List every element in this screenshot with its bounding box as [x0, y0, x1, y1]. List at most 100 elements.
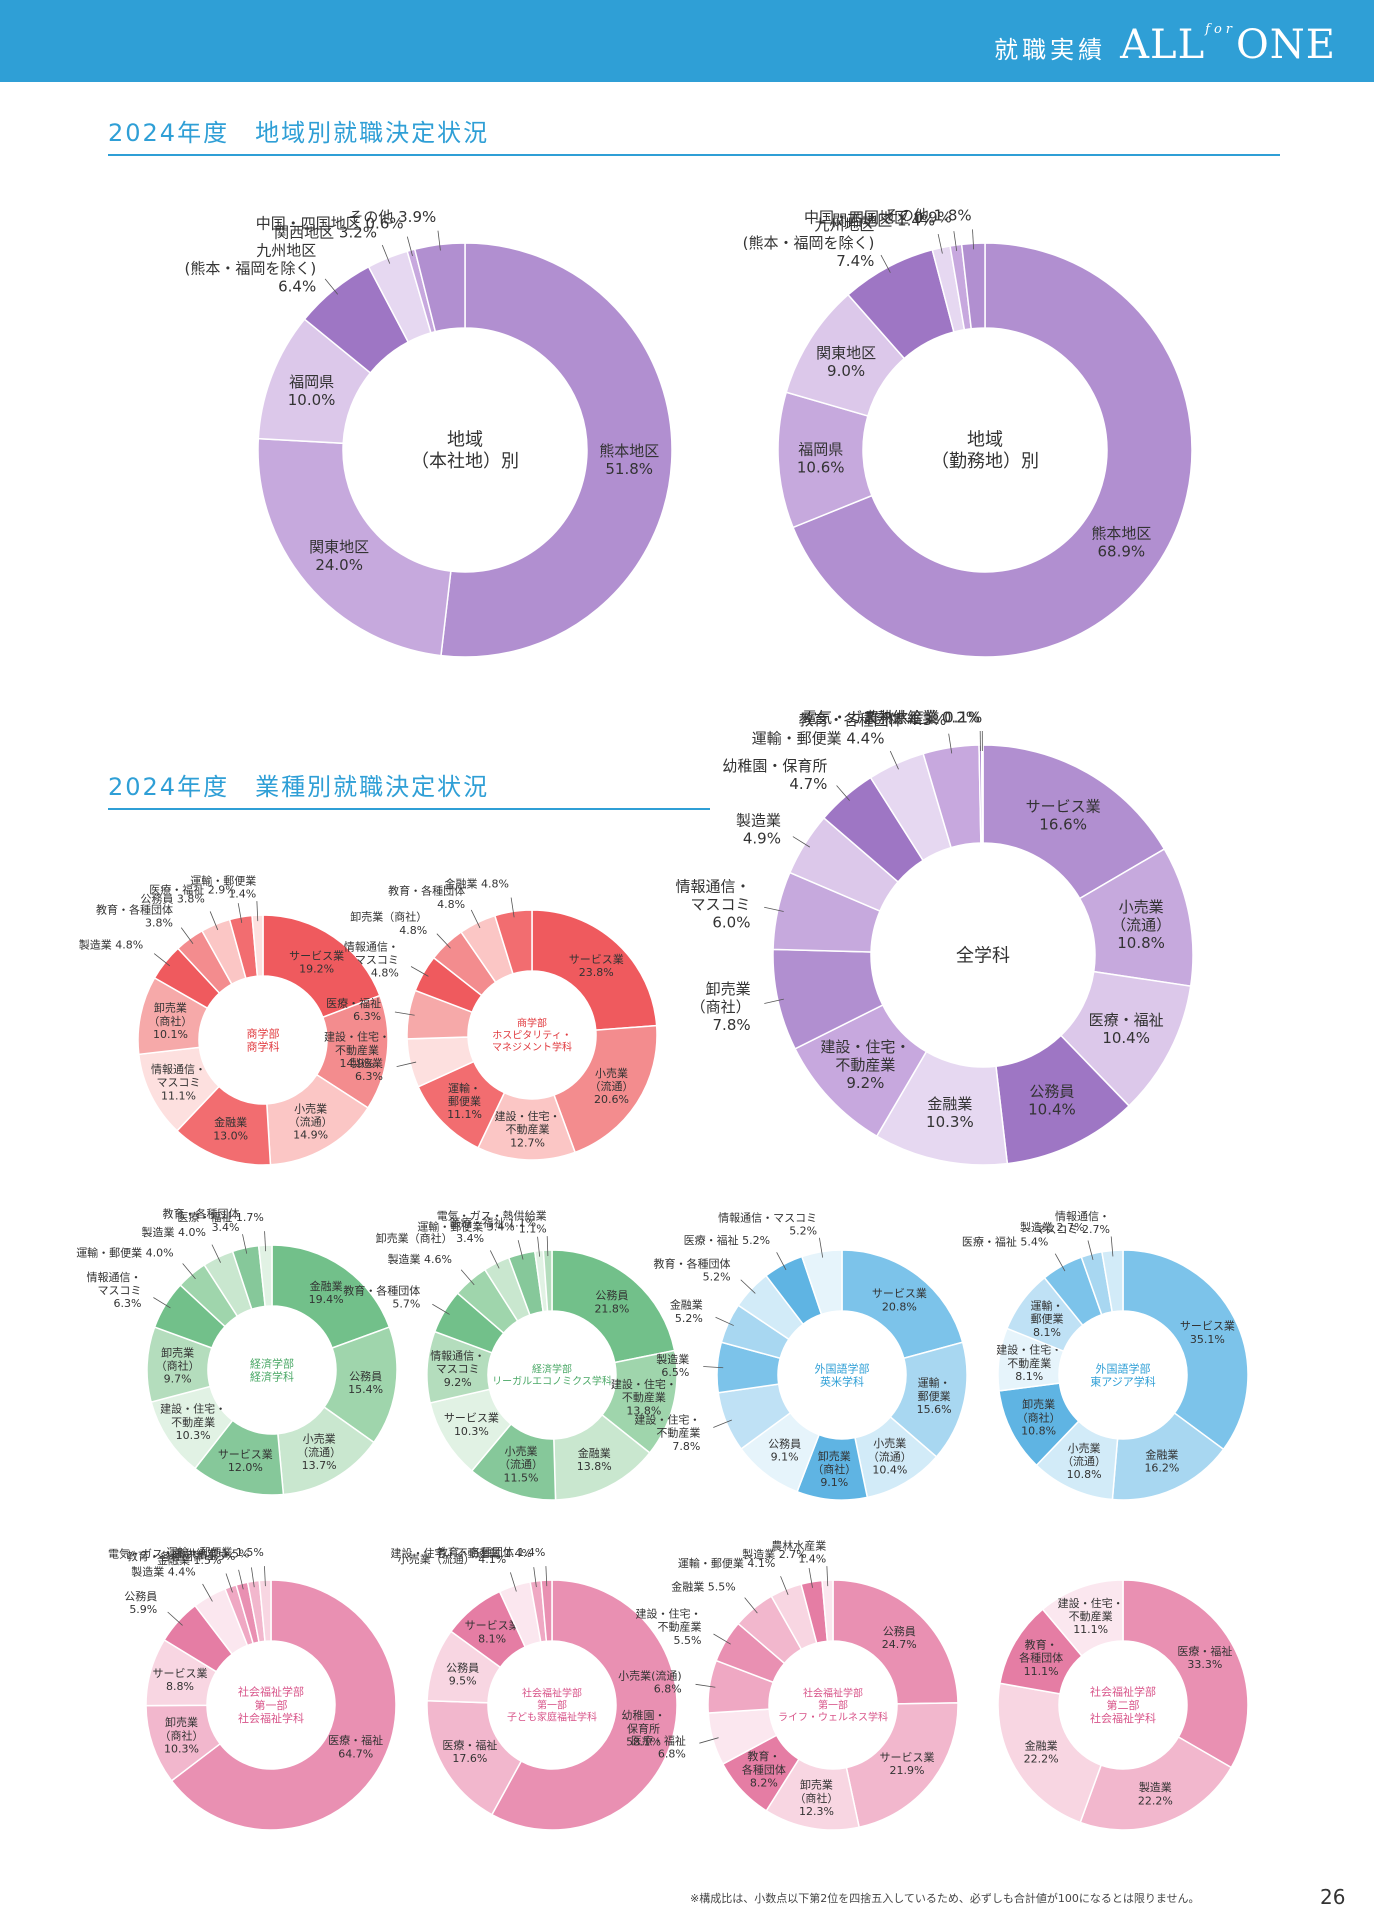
leader-line [437, 230, 441, 251]
donut-slice [1079, 1735, 1233, 1831]
center-label: 社会福祉学科 [1090, 1711, 1156, 1725]
slice-label: 10.4% [1028, 1101, 1076, 1119]
slice-label: 9.5% [449, 1675, 477, 1688]
slice-label: 運輸・郵便業 [190, 873, 256, 887]
donut-slice [542, 1249, 553, 1312]
leader-line [819, 1237, 824, 1258]
donut-slice [257, 437, 452, 657]
slice-label: マスコミ [97, 1284, 141, 1297]
slice-label: (熊本・福岡を除く) [743, 234, 875, 252]
slice-label: 9.1% [820, 1476, 848, 1489]
slice-label: マスコミ [156, 1076, 200, 1089]
slice-label: （流通） [1062, 1454, 1106, 1468]
regional-section-title: 2024年度 地域別就職決定状況 [108, 119, 490, 147]
slice-label: 6.5% [661, 1366, 689, 1379]
center-label: リーガルエコノミクス学科 [492, 1375, 612, 1388]
donut-slice [262, 914, 381, 1019]
slice-label: 卸売業（商社） 3.4% [376, 1231, 484, 1245]
slice-label: サービス業 [1180, 1320, 1235, 1333]
slice-label: 3.4% [212, 1221, 240, 1234]
donut-slice [841, 1249, 964, 1360]
slice-label: 金融業 [578, 1446, 611, 1460]
slice-label: サービス業 [444, 1412, 499, 1425]
donut-slice [1101, 1249, 1124, 1313]
donut-slice [792, 242, 1193, 658]
slice-label: 13.7% [302, 1459, 337, 1472]
slice-label: 小売業 [1068, 1442, 1101, 1455]
slice-label: 12.7% [510, 1136, 545, 1149]
leader-line [972, 229, 975, 250]
leader-line [237, 903, 243, 923]
slice-label: 製造業 2.7% [742, 1547, 806, 1561]
slice-label: 不動産業 [656, 1426, 700, 1440]
donut-slice [1122, 1249, 1249, 1451]
slice-label: 教育・各種団体 1.4% [437, 1545, 545, 1559]
slice-label: 6.8% [658, 1747, 686, 1760]
leader-line [180, 927, 194, 945]
center-label: 社会福祉学部 [803, 1687, 863, 1700]
slice-label: 情報通信・ [344, 940, 399, 953]
slice-label: 建設・住宅・ [160, 1402, 226, 1416]
slice-label: サービス業 [872, 1287, 927, 1300]
slice-label: 医療・福祉 2.9% [149, 882, 235, 896]
slice-label: 8.2% [750, 1776, 778, 1789]
slice-label: 医療・福祉 [442, 1738, 497, 1752]
slice-label: マスコミ 2.7% [1035, 1223, 1110, 1236]
slice-label: 公務員 [349, 1369, 382, 1383]
slice-label: 小売業 [1119, 898, 1164, 916]
leader-line [744, 1597, 758, 1614]
slice-label: 不動産業 [835, 1056, 895, 1074]
slice-label: 6.4% [278, 277, 316, 295]
leader-line [264, 1566, 266, 1587]
slice-label: 5.2% [675, 1312, 703, 1325]
slice-label: 8.8% [166, 1680, 194, 1693]
donut-slice [531, 909, 658, 1031]
slice-label: 10.4% [1102, 1029, 1150, 1047]
slice-label: 16.2% [1144, 1462, 1179, 1475]
slice-label: 情報通信・ [1055, 1210, 1110, 1223]
center-label: 社会福祉学科 [238, 1711, 304, 1725]
slice-label: 農林水産業 0.1% [864, 708, 982, 726]
leader-line [509, 1572, 517, 1592]
slice-label: 5.2% [703, 1271, 731, 1284]
slice-label: 20.6% [594, 1093, 629, 1106]
donut-slice [1122, 1579, 1249, 1769]
slice-label: 建設・住宅・ [1058, 1596, 1124, 1610]
slice-label: 農林水産業 [771, 1538, 826, 1552]
slice-label: 製造業 [656, 1352, 689, 1366]
leader-line [713, 1419, 732, 1428]
slice-label: 9.1% [771, 1451, 799, 1464]
slice-label: 6.3% [355, 1070, 383, 1083]
slice-label: 13.0% [213, 1129, 248, 1142]
slice-label: 10.8% [1067, 1468, 1102, 1481]
donut-slice [251, 914, 264, 978]
slice-label: 11.5% [504, 1471, 539, 1484]
slice-label: 10.4% [872, 1464, 907, 1477]
slice-label: 医療・福祉 5.4% [962, 1234, 1048, 1248]
slice-label: 4.8% [399, 924, 427, 937]
center-label: マネジメント学科 [492, 1041, 572, 1054]
donut-slice [258, 1579, 272, 1643]
slice-label: 5.7% [392, 1298, 420, 1311]
leader-line [436, 933, 451, 949]
slice-label: 12.0% [228, 1461, 263, 1474]
slice-label: 福岡県 [289, 373, 334, 391]
leader-line [489, 1250, 500, 1269]
slice-label: 金融業 5.5% [671, 1580, 735, 1594]
slice-label: （商社） [1017, 1410, 1061, 1424]
slice-label: 九州地区 [814, 216, 874, 234]
donut-chart-3: サービス業19.2%建設・住宅・不動産業14.9%小売業（流通）14.9%金融業… [79, 873, 390, 1166]
slice-label: 熊本地区 [599, 442, 659, 460]
slice-label: 関東地区 [816, 344, 876, 362]
leader-line [396, 1061, 417, 1067]
slice-label: サービス業 [152, 1667, 207, 1680]
leader-line [256, 901, 259, 922]
slice-label: 11.1% [1024, 1665, 1059, 1678]
slice-label: 不動産業 [171, 1415, 215, 1429]
slice-label: サービス業 [218, 1448, 273, 1461]
donut-slice [980, 744, 984, 844]
center-label: 地域 [967, 430, 1003, 451]
slice-label: 1.4% [798, 1553, 826, 1566]
